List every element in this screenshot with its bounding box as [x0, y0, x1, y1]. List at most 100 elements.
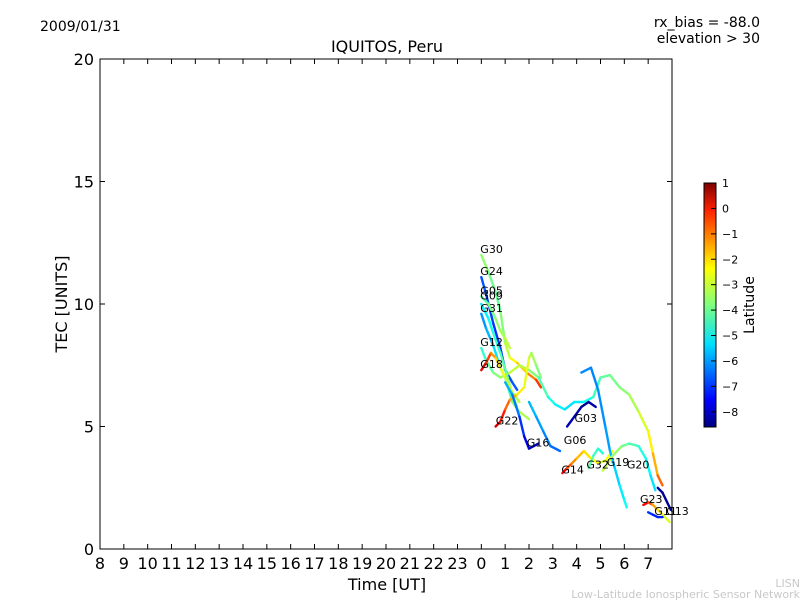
- satellite-label-g12: G12: [480, 336, 503, 349]
- series-segment: [504, 381, 514, 396]
- colorbar-tick-label: −5: [722, 330, 738, 343]
- series-segment: [661, 491, 669, 504]
- series-g32: [587, 447, 605, 470]
- x-tick-label: 18: [328, 554, 348, 573]
- x-ticks: 8 9 10 11 12 13 14 15 16 17 18 19 20 21 22 23 0 1 2 3 4 5 6 7: [95, 59, 653, 573]
- series-segment: [608, 373, 621, 389]
- x-tick-label: 4: [572, 554, 582, 573]
- series-segment: [589, 366, 600, 391]
- satellite-label-g19: G19: [607, 456, 630, 469]
- x-tick-label: 11: [161, 554, 181, 573]
- series-segment: [480, 253, 490, 274]
- series-segment: [542, 430, 552, 448]
- series-segment: [651, 452, 659, 477]
- series-segment: [647, 430, 655, 455]
- x-tick-label: 13: [209, 554, 229, 573]
- series-segment: [484, 327, 495, 347]
- series-g19: [580, 366, 628, 509]
- x-tick-label: 10: [137, 554, 157, 573]
- x-tick-label: 1: [500, 554, 510, 573]
- x-tick-label: 16: [280, 554, 300, 573]
- x-tick-label: 19: [352, 554, 372, 573]
- colorbar-tick-label: 1: [722, 177, 729, 190]
- series-segment: [535, 364, 543, 379]
- series-segment: [535, 378, 543, 389]
- date-label: 2009/01/31: [40, 19, 121, 35]
- series-segment: [504, 337, 512, 350]
- series-segment: [508, 356, 519, 364]
- series-segment: [554, 403, 566, 411]
- series-segment: [480, 361, 488, 372]
- colorbar-ticks: 1 0 −1 −2 −3 −4 −5 −6 −7 −8: [711, 177, 738, 419]
- series-segment: [587, 454, 595, 470]
- satellite-label-g16: G16: [527, 437, 550, 450]
- series-segment: [527, 400, 538, 418]
- series-segment: [580, 366, 593, 374]
- series-g03: [565, 400, 597, 428]
- series-segment: [480, 346, 488, 362]
- x-tick-label: 15: [257, 554, 277, 573]
- satellite-label-g22: G22: [496, 415, 519, 428]
- colorbar-tick-label: −3: [722, 279, 738, 292]
- series-segment: [627, 442, 640, 448]
- series-layer: [480, 253, 672, 524]
- satellite-label-g13: G13: [666, 505, 689, 518]
- chart-title: IQUITOS, Peru: [331, 37, 443, 56]
- series-segment: [604, 425, 612, 453]
- series-segment: [620, 442, 631, 448]
- series-segment: [492, 322, 502, 350]
- x-tick-label: 0: [476, 554, 486, 573]
- series-segment: [599, 373, 612, 379]
- x-tick-label: 5: [595, 554, 605, 573]
- x-axis-label: Time [UT]: [347, 575, 426, 594]
- series-segment: [596, 388, 607, 428]
- x-tick-label: 8: [95, 554, 105, 573]
- x-tick-label: 3: [548, 554, 558, 573]
- series-segment: [484, 351, 493, 364]
- x-tick-label: 21: [400, 554, 420, 573]
- colorbar-tick-label: −1: [722, 228, 738, 241]
- series-segment: [504, 342, 512, 360]
- series-segment: [511, 391, 521, 404]
- series-segment: [487, 302, 497, 320]
- series-g13: [656, 486, 672, 511]
- series-segment: [582, 449, 593, 460]
- y-tick-label: 15: [74, 173, 94, 192]
- series-segment: [535, 415, 545, 433]
- series-g06: [527, 400, 562, 453]
- x-tick-label: 14: [233, 554, 253, 573]
- series-segment: [530, 351, 538, 367]
- series-g23: [642, 501, 671, 524]
- series-segment: [523, 435, 531, 450]
- satellite-label-g05: G05: [480, 285, 503, 298]
- series-segment: [504, 376, 514, 394]
- series-segment: [575, 449, 585, 460]
- satellite-label-g32: G32: [586, 459, 609, 472]
- series-segment: [480, 302, 490, 320]
- series-segment: [492, 371, 502, 379]
- series-segment: [649, 474, 657, 492]
- y-tick-label: 20: [74, 50, 94, 69]
- series-segment: [627, 393, 640, 413]
- series-segment: [656, 474, 664, 487]
- satellite-label-g18: G18: [480, 358, 503, 371]
- series-segment: [480, 312, 488, 330]
- satellite-label-g06: G06: [564, 434, 587, 447]
- satellite-label-g20: G20: [627, 459, 650, 472]
- series-g20: [601, 442, 657, 492]
- series-segment: [499, 408, 507, 423]
- x-tick-label: 7: [643, 554, 653, 573]
- satellite-label-g14: G14: [561, 464, 584, 477]
- satellite-label-g11: G11: [654, 505, 677, 518]
- series-segment: [504, 398, 512, 411]
- series-segment: [563, 400, 576, 411]
- series-segment: [515, 386, 526, 396]
- series-segment: [644, 457, 652, 477]
- colorbar-tick-label: −7: [722, 380, 738, 393]
- series-segment: [666, 501, 672, 511]
- satellite-label-g03: G03: [575, 412, 598, 425]
- series-segment: [582, 395, 595, 404]
- series-segment: [546, 395, 557, 406]
- colorbar-tick-label: 0: [722, 202, 729, 215]
